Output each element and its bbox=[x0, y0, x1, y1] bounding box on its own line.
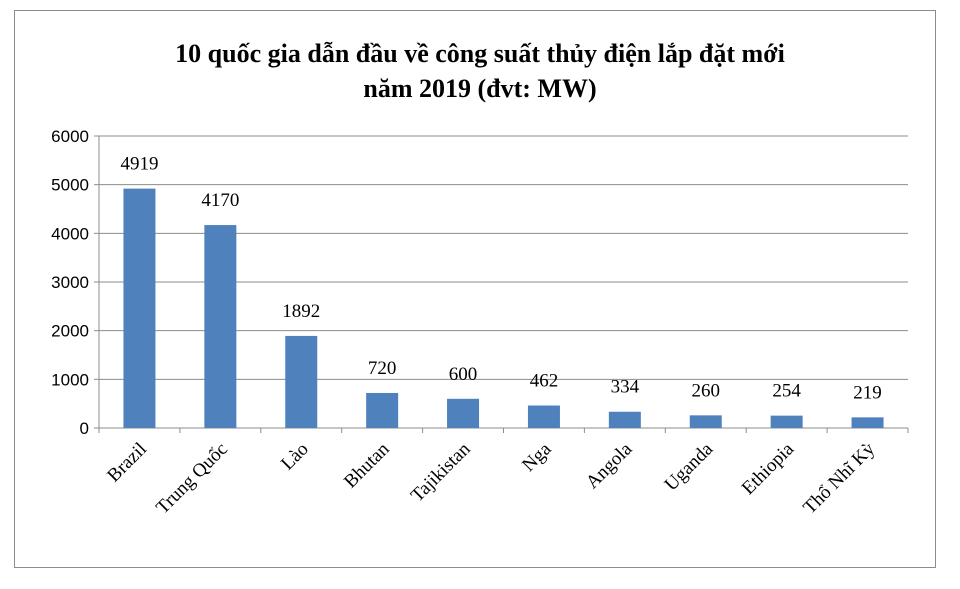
data-label: 254 bbox=[772, 381, 801, 402]
x-tick-label: Nga bbox=[518, 438, 556, 476]
data-label: 1892 bbox=[282, 301, 320, 322]
data-label: 600 bbox=[449, 364, 478, 385]
y-tick-label: 1000 bbox=[51, 370, 89, 389]
chart-title: 10 quốc gia dẫn đầu về công suất thủy đi… bbox=[0, 36, 960, 106]
bar bbox=[447, 398, 480, 428]
data-label: 260 bbox=[692, 380, 721, 401]
y-tick-label: 5000 bbox=[51, 176, 89, 195]
x-tick-label: Lào bbox=[277, 439, 313, 475]
bar bbox=[851, 417, 884, 428]
x-tick-label: Trung Quốc bbox=[152, 439, 232, 519]
x-tick-label: Bhutan bbox=[340, 438, 394, 492]
bar bbox=[527, 405, 560, 428]
chart-title-line-2: năm 2019 (đvt: MW) bbox=[363, 74, 597, 103]
data-label: 219 bbox=[853, 382, 882, 403]
y-tick-label: 2000 bbox=[51, 322, 89, 341]
bar bbox=[770, 415, 803, 428]
x-tick-label: Tajikistan bbox=[407, 438, 475, 506]
bar bbox=[123, 188, 156, 428]
y-tick-label: 6000 bbox=[51, 127, 89, 146]
x-tick-label: Angola bbox=[582, 438, 637, 493]
y-tick-label: 3000 bbox=[51, 273, 89, 292]
data-label: 462 bbox=[530, 371, 559, 392]
chart-title-line-1: 10 quốc gia dẫn đầu về công suất thủy đi… bbox=[175, 39, 785, 68]
data-label: 4170 bbox=[201, 190, 239, 211]
y-tick-label: 4000 bbox=[51, 224, 89, 243]
bar bbox=[204, 225, 237, 428]
bar bbox=[608, 411, 641, 428]
data-label: 4919 bbox=[120, 154, 158, 175]
x-tick-label: Brazil bbox=[103, 439, 151, 487]
data-label: 334 bbox=[611, 377, 640, 398]
bar bbox=[366, 392, 399, 428]
x-tick-label: Uganda bbox=[661, 438, 718, 495]
chart-frame bbox=[14, 10, 936, 568]
bar bbox=[285, 335, 318, 428]
x-tick-label: Ethiopia bbox=[738, 438, 799, 499]
data-label: 720 bbox=[368, 358, 397, 379]
y-tick-label: 0 bbox=[80, 419, 89, 438]
x-tick-label: Thổ Nhĩ Kỳ bbox=[799, 438, 879, 518]
bar bbox=[689, 415, 722, 428]
